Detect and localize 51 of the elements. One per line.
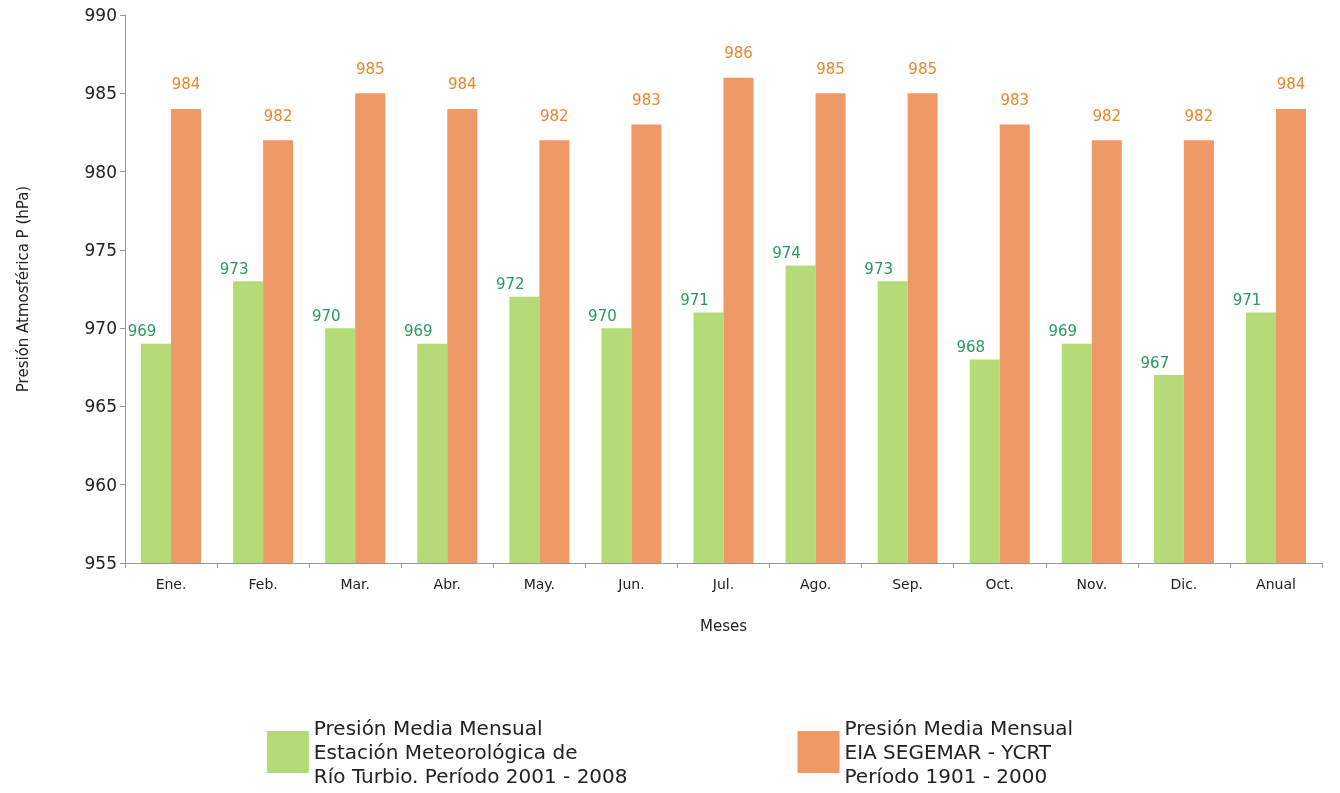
data-label: 984 [1276,75,1306,94]
data-label: 970 [311,306,341,325]
x-tick-label: Ene. [155,576,187,592]
data-label: 982 [263,106,293,125]
data-label: 985 [355,59,385,78]
x-tick-label: Dic. [1170,576,1198,592]
data-label: 982 [1184,106,1214,125]
data-label: 983 [632,91,661,110]
data-label: 971 [1232,290,1262,309]
x-tick-label: May. [523,576,556,592]
data-label: 982 [1092,106,1122,125]
data-label: 984 [171,75,201,94]
data-label: 973 [219,259,249,278]
y-tick-label: 960 [84,474,117,495]
x-tick-label: Mar. [340,576,370,592]
x-axis-title: Meses [699,616,748,635]
data-label: 969 [1048,322,1078,341]
data-label: 971 [680,290,709,309]
data-label: 984 [447,75,477,94]
y-tick-label: 970 [84,318,117,339]
data-label: 970 [588,306,617,325]
x-tick-label: Jun. [617,576,645,592]
y-tick-label: 965 [84,396,117,417]
legend-label: Presión Media Mensual Estación Meteorológica de Río Turbio. Período 2001 - 2008 [313,716,628,788]
x-tick-label: Nov. [1076,576,1108,592]
data-label: 985 [816,59,845,78]
y-tick-label: 980 [84,161,117,182]
y-tick-label: 955 [84,553,117,573]
data-label: 982 [540,106,569,125]
data-label: 972 [496,275,525,294]
x-tick-label: Oct. [985,576,1015,592]
y-axis-title: Presión Atmosférica P (hPa) [13,185,32,393]
data-label: 983 [1000,91,1030,110]
x-tick-label: Anual [1256,576,1296,592]
y-tick-label: 985 [84,83,117,104]
x-tick-label: Sep. [892,576,924,592]
x-tick-label: Feb. [248,576,278,592]
data-label: 969 [127,322,157,341]
x-tick-label: Ago. [799,576,832,592]
data-label: 969 [403,322,433,341]
data-label: 968 [956,337,986,356]
y-tick-label: 975 [84,239,117,260]
y-tick-label: 990 [84,5,117,25]
data-label: 974 [772,244,801,263]
x-tick-label: Abr. [433,576,461,592]
legend-label: Presión Media Mensual EIA SEGEMAR - YCRT Período 1901 - 2000 [844,716,1074,788]
x-tick-label: Jul. [711,576,735,592]
data-label: 967 [1140,353,1170,372]
data-label: 985 [908,59,937,78]
data-label: 973 [864,259,893,278]
data-label: 986 [724,44,753,63]
